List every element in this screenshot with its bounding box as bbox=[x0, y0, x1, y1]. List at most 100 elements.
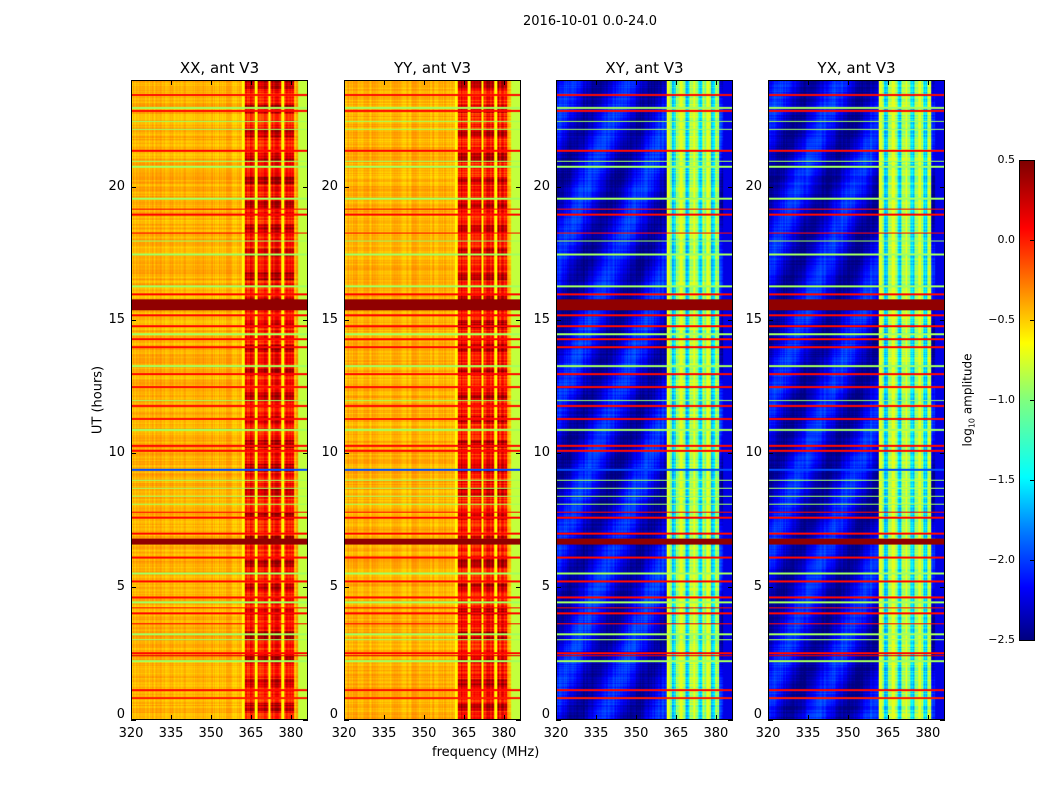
y-tick-mark bbox=[556, 586, 561, 588]
y-tick-mark bbox=[516, 186, 521, 188]
y-tick-label: 15 bbox=[321, 312, 338, 327]
y-axis-label: UT (hours) bbox=[90, 365, 106, 435]
x-tick-mark bbox=[344, 715, 345, 720]
x-tick-mark bbox=[170, 80, 172, 85]
x-tick-mark bbox=[715, 80, 717, 85]
x-tick-label: 320 bbox=[331, 726, 357, 741]
y-tick-mark bbox=[768, 453, 773, 455]
y-tick-mark bbox=[728, 453, 733, 455]
y-tick-mark bbox=[940, 186, 945, 188]
y-tick-mark bbox=[728, 720, 733, 721]
x-tick-mark bbox=[927, 715, 929, 720]
x-tick-mark bbox=[887, 80, 889, 85]
colorbar-tick-label: 0.0 bbox=[997, 233, 1016, 246]
y-tick-label: 10 bbox=[533, 445, 550, 461]
y-tick-mark bbox=[131, 453, 136, 455]
y-tick-mark bbox=[556, 720, 561, 721]
x-tick-mark bbox=[250, 715, 252, 720]
x-axis-label: frequency (MHz) bbox=[432, 745, 540, 760]
y-tick-label: 20 bbox=[745, 178, 762, 194]
x-tick-mark bbox=[847, 715, 849, 720]
y-tick-mark bbox=[344, 586, 349, 588]
y-tick-label: 10 bbox=[108, 445, 125, 461]
x-tick-label: 365 bbox=[451, 726, 477, 741]
colorbar-tick-mark bbox=[1030, 240, 1035, 241]
colorbar-tick-mark bbox=[1030, 480, 1035, 481]
y-tick-mark bbox=[303, 720, 308, 721]
panel-title: YX, ant V3 bbox=[817, 59, 896, 77]
x-tick-mark bbox=[635, 715, 637, 720]
y-tick-label: 5 bbox=[329, 578, 338, 594]
heatmap-image bbox=[132, 81, 307, 719]
y-tick-label: 15 bbox=[745, 312, 762, 327]
x-tick-mark bbox=[290, 715, 292, 720]
heatmap-panel bbox=[131, 80, 308, 720]
colorbar-tick-mark bbox=[1030, 320, 1035, 321]
y-tick-mark bbox=[131, 586, 136, 588]
x-tick-label: 350 bbox=[198, 726, 224, 741]
x-tick-mark bbox=[503, 80, 505, 85]
heatmap-image bbox=[557, 81, 732, 719]
x-tick-mark bbox=[595, 80, 597, 85]
x-tick-label: 335 bbox=[795, 726, 821, 741]
x-tick-mark bbox=[131, 80, 132, 85]
y-tick-mark bbox=[303, 453, 308, 455]
x-tick-label: 320 bbox=[118, 726, 144, 741]
y-tick-mark bbox=[940, 453, 945, 455]
colorbar-tick-mark bbox=[1030, 400, 1035, 401]
heatmap-panel bbox=[344, 80, 521, 720]
panel-title: XY, ant V3 bbox=[605, 59, 684, 77]
x-tick-label: 335 bbox=[158, 726, 184, 741]
y-tick-mark bbox=[768, 320, 773, 321]
y-tick-mark bbox=[344, 453, 349, 455]
y-tick-label: 20 bbox=[533, 178, 550, 194]
y-tick-label: 5 bbox=[753, 578, 762, 594]
x-tick-mark bbox=[290, 80, 292, 85]
y-tick-mark bbox=[556, 320, 561, 321]
x-tick-mark bbox=[423, 80, 425, 85]
y-tick-label: 5 bbox=[541, 578, 550, 594]
colorbar-tick-label: 0.5 bbox=[997, 153, 1016, 166]
y-tick-mark bbox=[516, 720, 521, 721]
y-tick-mark bbox=[768, 586, 773, 588]
x-tick-mark bbox=[847, 80, 849, 85]
x-tick-mark bbox=[768, 80, 769, 85]
x-tick-mark bbox=[556, 80, 557, 85]
y-tick-mark bbox=[940, 586, 945, 588]
colorbar-tick-mark bbox=[1030, 160, 1035, 161]
y-tick-label: 0 bbox=[329, 707, 338, 722]
x-tick-mark bbox=[675, 80, 677, 85]
colorbar-label-subscript: 10 bbox=[967, 417, 977, 429]
y-tick-label: 0 bbox=[541, 707, 550, 722]
y-tick-label: 10 bbox=[745, 445, 762, 461]
x-tick-mark bbox=[210, 80, 212, 85]
x-tick-mark bbox=[595, 715, 597, 720]
colorbar-tick-label: −1.0 bbox=[988, 393, 1015, 406]
y-tick-mark bbox=[303, 186, 308, 188]
panel-title: YY, ant V3 bbox=[393, 59, 471, 77]
y-tick-mark bbox=[131, 720, 136, 721]
heatmap-panel bbox=[768, 80, 945, 720]
y-tick-mark bbox=[940, 720, 945, 721]
y-tick-label: 0 bbox=[116, 707, 125, 722]
y-tick-mark bbox=[728, 320, 733, 321]
x-tick-label: 350 bbox=[623, 726, 649, 741]
colorbar-tick-label: −1.5 bbox=[988, 473, 1015, 486]
x-tick-mark bbox=[344, 80, 345, 85]
y-tick-label: 15 bbox=[533, 312, 550, 327]
heatmap-image bbox=[769, 81, 944, 719]
x-tick-label: 380 bbox=[915, 726, 941, 741]
y-tick-mark bbox=[768, 186, 773, 188]
x-tick-mark bbox=[463, 80, 465, 85]
x-tick-label: 380 bbox=[278, 726, 304, 741]
y-tick-mark bbox=[516, 320, 521, 321]
figure-title: 2016-10-01 0.0-24.0 bbox=[523, 14, 657, 29]
x-tick-mark bbox=[503, 715, 505, 720]
heatmap-panel bbox=[556, 80, 733, 720]
x-tick-label: 335 bbox=[583, 726, 609, 741]
colorbar-tick-label: −2.5 bbox=[988, 633, 1015, 646]
y-tick-mark bbox=[516, 453, 521, 455]
x-tick-label: 320 bbox=[755, 726, 781, 741]
y-tick-mark bbox=[131, 320, 136, 321]
y-tick-mark bbox=[344, 720, 349, 721]
